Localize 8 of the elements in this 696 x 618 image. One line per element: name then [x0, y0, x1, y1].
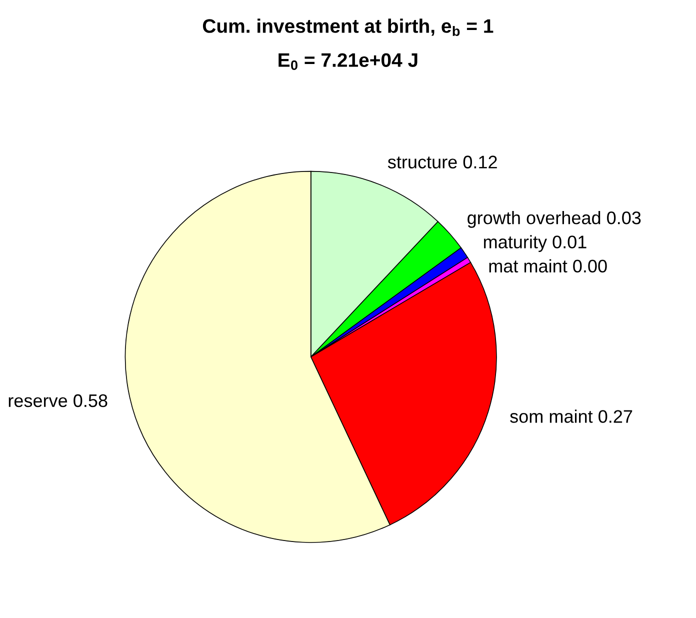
- slice-label: maturity 0.01: [484, 235, 586, 252]
- slice-label: mat maint 0.00: [489, 259, 607, 273]
- slice-label: reserve 0.58: [8, 394, 108, 408]
- chart-subtitle: E$_{0}$ = 7.21e+04 J: [278, 53, 418, 70]
- slice-label: structure 0.12: [388, 156, 497, 168]
- slice-label: growth overhead 0.03: [468, 211, 641, 228]
- chart-title: Cum. investment at birth, e$_{b}$ = 1: [202, 18, 494, 36]
- slice-label: som maint 0.27: [510, 410, 632, 423]
